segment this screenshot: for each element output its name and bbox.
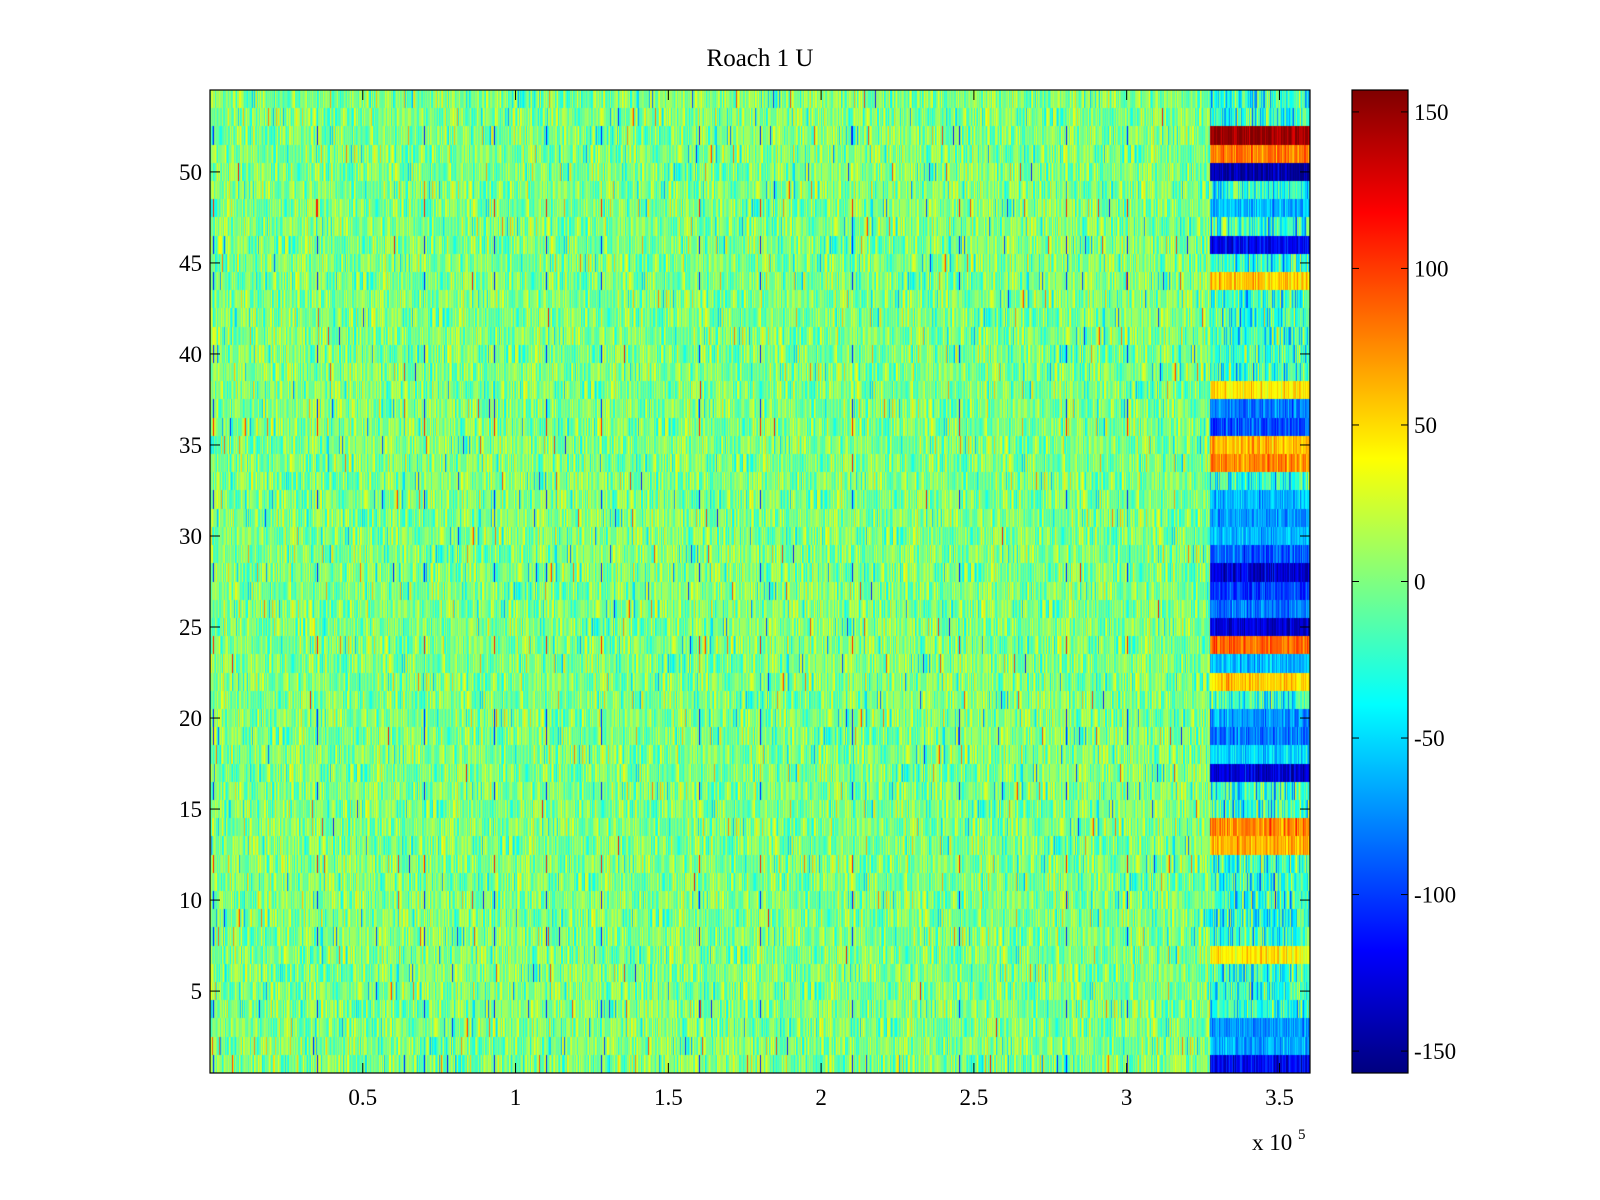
x-tick-label: 2 [815,1085,827,1110]
x-tick-label: 0.5 [348,1085,377,1110]
y-tick-label: 5 [191,979,203,1004]
y-tick-label: 10 [179,888,202,913]
y-axis: 5 10 15 20 25 30 35 40 45 50 [179,160,1310,1004]
y-tick-label: 35 [179,433,202,458]
x-tick-label: 3.5 [1265,1085,1294,1110]
x-axis: 0.5 1 1.5 2 2.5 3 3.5 [348,90,1294,1110]
y-tick-label: 15 [179,797,202,822]
heatmap [210,90,1310,1073]
y-tick-label: 40 [179,342,202,367]
colorbar-tick-label: -150 [1414,1039,1456,1064]
chart-title: Roach 1 U [707,45,814,72]
colorbar-tick-label: 150 [1414,100,1449,125]
x-tick-label: 2.5 [960,1085,989,1110]
plot-frame [209,89,1311,1074]
y-tick-label: 20 [179,706,202,731]
x-tick-label: 3 [1121,1085,1133,1110]
x-tick-label: 1.5 [654,1085,683,1110]
colorbar-tick-label: 0 [1414,570,1426,595]
y-tick-label: 25 [179,615,202,640]
colorbar [1351,89,1409,1074]
colorbar-tick-label: -100 [1414,883,1456,908]
colorbar-axis: 150 100 50 0 -50 -100 -150 [1352,100,1456,1064]
colorbar-tick-label: 50 [1414,413,1437,438]
y-tick-label: 30 [179,524,202,549]
colorbar-tick-label: 100 [1414,256,1449,281]
colorbar-tick-label: -50 [1414,726,1445,751]
y-tick-label: 45 [179,251,202,276]
x-axis-exponent: x 10 5 [1252,1127,1306,1155]
heatmap-image [210,90,1310,1073]
y-tick-label: 50 [179,160,202,185]
x-tick-label: 1 [510,1085,522,1110]
